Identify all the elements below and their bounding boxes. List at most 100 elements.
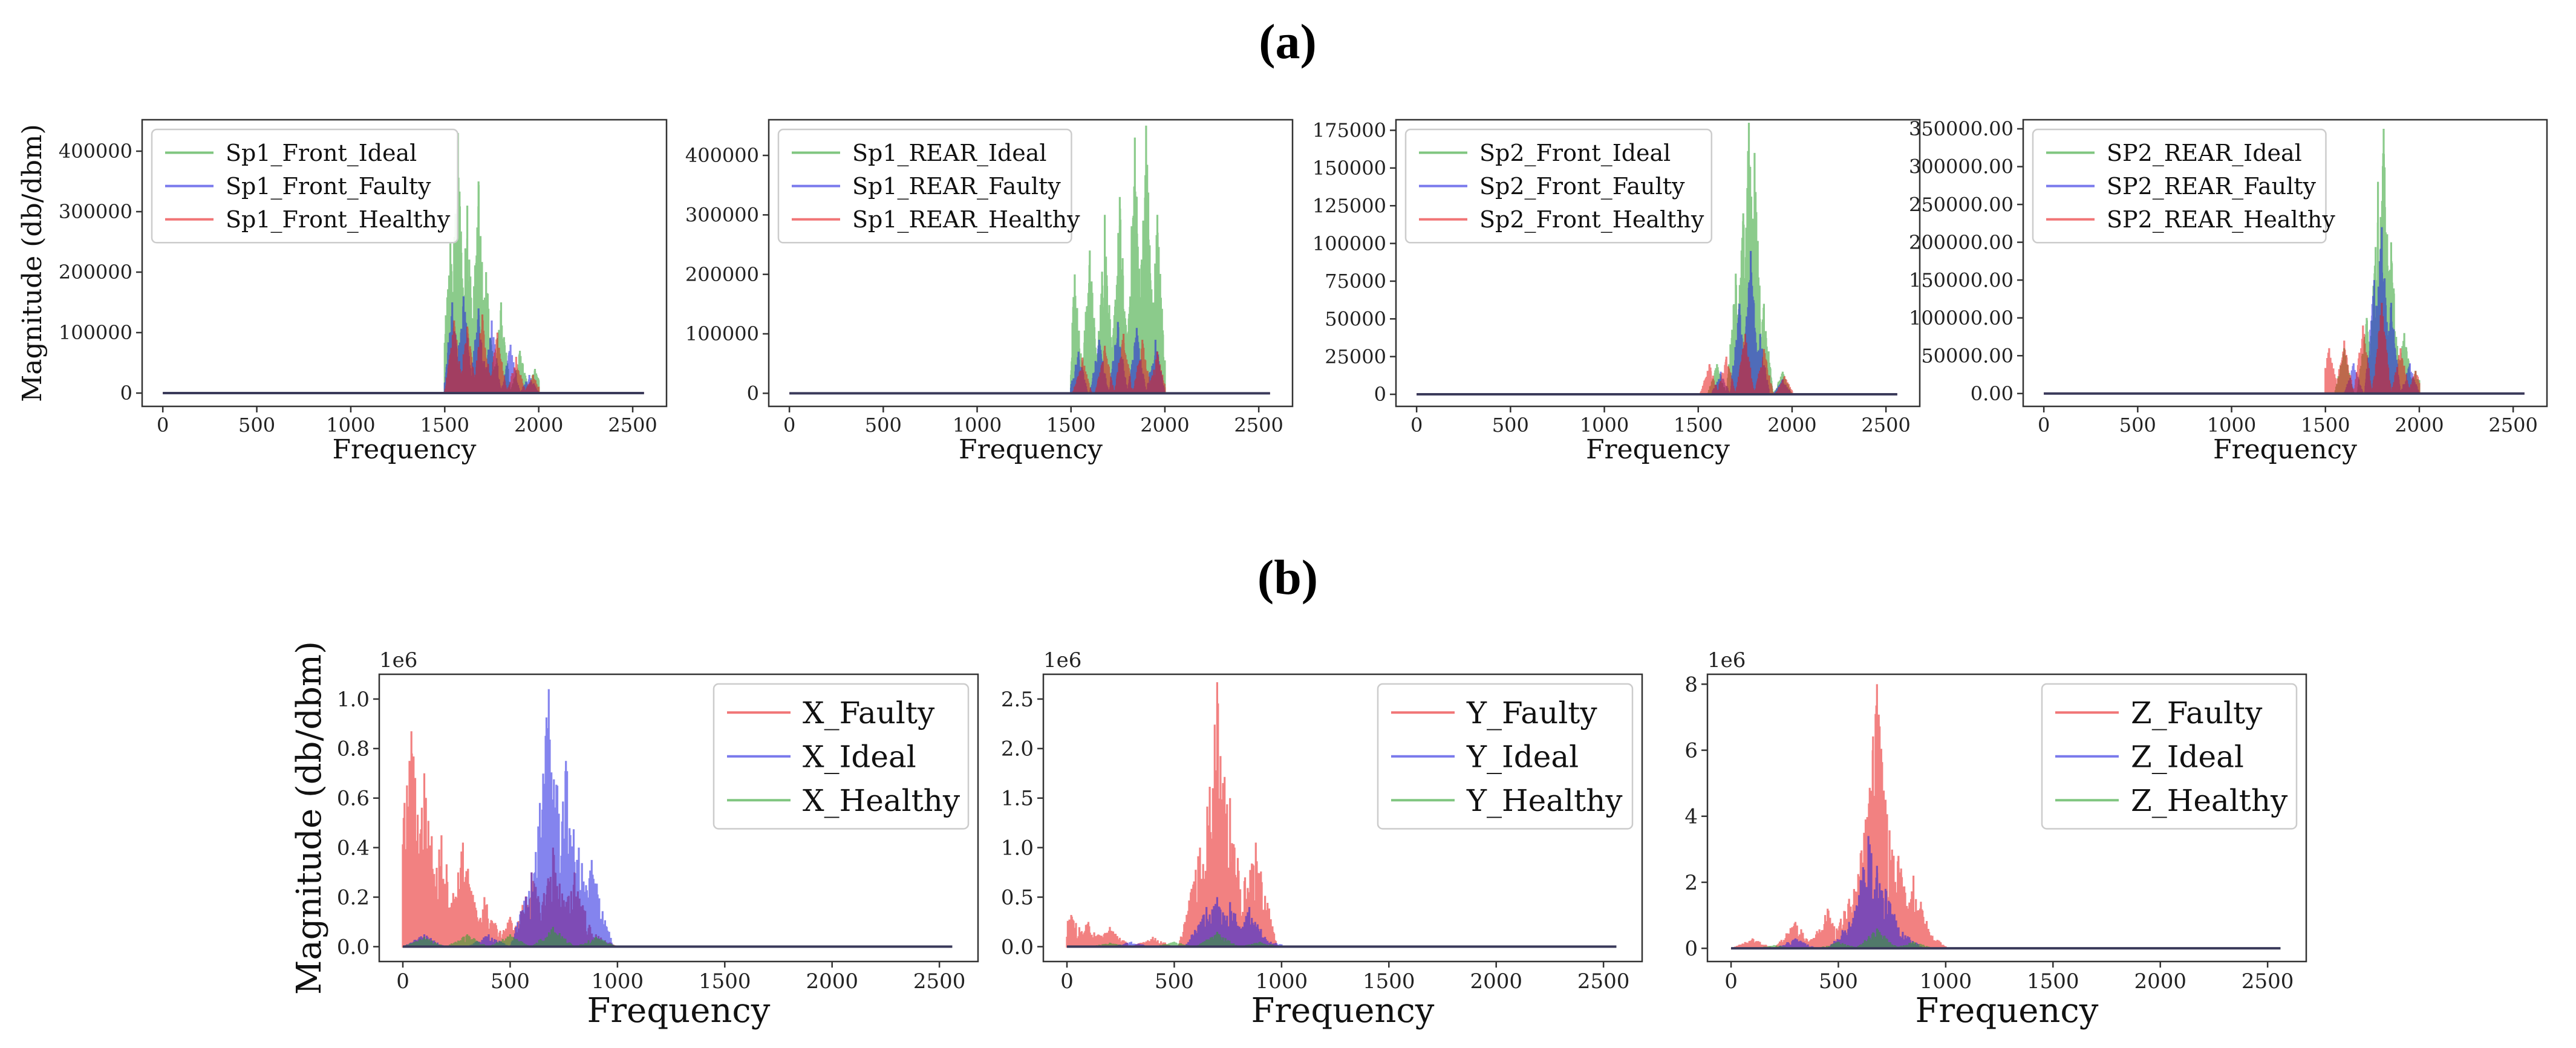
y-tick-label: 200000 bbox=[685, 263, 759, 286]
panel-label-a: (a) bbox=[1259, 14, 1317, 69]
axes-frame bbox=[1706, 673, 2307, 963]
y-tick-label: 150000 bbox=[1312, 157, 1386, 180]
legend: Sp1_Front_Ideal Sp1_Front_Faulty Sp1_Front… bbox=[151, 128, 459, 244]
series-y-ideal bbox=[1067, 897, 1617, 948]
axes-frame bbox=[1042, 673, 1643, 963]
x-tick-label: 0 bbox=[1060, 969, 1074, 994]
legend-entry: Z_Faulty bbox=[2131, 695, 2263, 731]
x-tick-label: 2000 bbox=[1140, 414, 1189, 437]
x-tick-label: 2000 bbox=[1470, 969, 1522, 994]
y-tick-label: 1.0 bbox=[1001, 836, 1034, 861]
charts-group: 0 500 1000 1500 2000 250001000002000003000004… bbox=[17, 117, 2548, 1030]
x-tick-label: 2500 bbox=[608, 414, 657, 437]
legend-entry: Sp2_Front_Ideal bbox=[1479, 140, 1671, 167]
y-tick-label: 175000 bbox=[1312, 119, 1386, 142]
y-tick-label: 1.0 bbox=[337, 688, 370, 712]
y-tick-label: 100000 bbox=[59, 321, 132, 344]
plot-area bbox=[1066, 682, 1617, 948]
chart-2: 0 500 1000 1500 2000 2500 0 100000 200000 300000 4… bbox=[685, 119, 1294, 465]
y-offset-label: 1e6 bbox=[1043, 648, 1081, 672]
y-tick-label: 250000.00 bbox=[1909, 193, 2014, 216]
legend-entry: X_Healthy bbox=[803, 783, 960, 818]
x-tick-label: 1000 bbox=[1256, 969, 1308, 994]
y-tick-label: 300000 bbox=[685, 204, 759, 227]
legend-box bbox=[2032, 128, 2327, 244]
y-tick-label: 50000 bbox=[1325, 308, 1386, 331]
y-tick-label: 100000 bbox=[685, 322, 759, 345]
y-axis-label: Magnitude (db/dbm) bbox=[290, 641, 329, 995]
series-sp2-front-healthy bbox=[1417, 334, 1897, 395]
y-tick-label: 8 bbox=[1684, 672, 1698, 697]
y-tick-label: 25000 bbox=[1325, 345, 1386, 368]
y-tick-label: 200000.00 bbox=[1909, 231, 2014, 254]
series-sp1-front-healthy bbox=[163, 314, 644, 394]
y-tick-label: 100000.00 bbox=[1909, 307, 2014, 330]
legend: Sp1_REAR_Ideal Sp1_REAR_Faulty Sp1_REAR_He… bbox=[777, 128, 1080, 244]
y-tick-label: 400000 bbox=[59, 140, 132, 163]
x-tick-label: 0 bbox=[396, 969, 409, 994]
x-tick-label: 500 bbox=[865, 414, 902, 437]
chart-4: 0 500 1000 1500 2000 2500 0.00 50000.00 100000.0… bbox=[1909, 117, 2548, 465]
plot-area bbox=[163, 133, 644, 394]
legend-entry: Y_Ideal bbox=[1466, 739, 1579, 774]
y-tick-label: 0.4 bbox=[337, 836, 370, 861]
x-tick-label: 1000 bbox=[326, 414, 375, 437]
y-tick-label: 0 bbox=[1374, 383, 1386, 406]
chart-6: 0 500 1000 1500 2000 2500 0.0 0.5 1.0 1.5 2.0 2.5 1e… bbox=[1001, 648, 1643, 1030]
y-tick-label: 2 bbox=[1684, 871, 1698, 895]
panel-label-b: (b) bbox=[1257, 550, 1318, 605]
legend-entry: Sp1_Front_Faulty bbox=[226, 173, 431, 200]
chart-1: 0 500 1000 1500 2000 2500 0 100000 200000 300000 4… bbox=[17, 119, 668, 465]
legend-entry: Sp1_REAR_Healthy bbox=[852, 206, 1080, 233]
x-tick-label: 500 bbox=[1819, 969, 1858, 994]
legend-entry: X_Ideal bbox=[803, 739, 916, 774]
legend-entry: Z_Healthy bbox=[2131, 783, 2288, 818]
x-tick-label: 1500 bbox=[1046, 414, 1095, 437]
series-x-healthy bbox=[402, 926, 953, 948]
legend-entry: SP2_REAR_Healthy bbox=[2107, 206, 2335, 233]
y-tick-label: 0.2 bbox=[337, 885, 370, 910]
legend: Y_Faulty Y_Ideal Y_Healthy bbox=[1377, 683, 1634, 830]
y-tick-label: 0.8 bbox=[337, 737, 370, 761]
y-tick-label: 0.00 bbox=[1971, 382, 2014, 405]
chart-3: 0 500 1000 1500 2000 250002500050000750001000… bbox=[1312, 119, 1921, 465]
x-tick-label: 0 bbox=[1724, 969, 1738, 994]
legend-box bbox=[712, 683, 970, 830]
legend-entry: Sp1_Front_Healthy bbox=[226, 206, 451, 233]
y-tick-label: 0.6 bbox=[337, 787, 370, 811]
legend: Z_Faulty Z_Ideal Z_Healthy bbox=[2041, 683, 2298, 830]
legend-box bbox=[1404, 128, 1713, 244]
y-tick-label: 0.5 bbox=[1001, 885, 1034, 910]
x-tick-label: 1000 bbox=[1920, 969, 1972, 994]
x-tick-label: 500 bbox=[238, 414, 275, 437]
x-tick-label: 500 bbox=[1155, 969, 1194, 994]
y-tick-label: 4 bbox=[1684, 805, 1698, 829]
x-tick-label: 2000 bbox=[514, 414, 563, 437]
plot-area bbox=[1417, 123, 1897, 396]
legend-entry: SP2_REAR_Ideal bbox=[2107, 140, 2302, 167]
legend-entry: Sp2_Front_Faulty bbox=[1479, 173, 1685, 200]
x-tick-label: 0 bbox=[157, 414, 169, 437]
y-tick-label: 300000 bbox=[59, 200, 132, 223]
x-tick-label: 2000 bbox=[806, 969, 858, 994]
x-tick-label: 2000 bbox=[2134, 969, 2186, 994]
x-tick-label: 1500 bbox=[2027, 969, 2079, 994]
x-axis-label: Frequency bbox=[1586, 434, 1730, 465]
plot-area bbox=[789, 125, 1270, 395]
axes-frame bbox=[141, 119, 668, 408]
y-tick-label: 125000 bbox=[1312, 194, 1386, 217]
x-tick-label: 1500 bbox=[420, 414, 469, 437]
legend-entry: Z_Ideal bbox=[2131, 739, 2244, 774]
x-axis-label: Frequency bbox=[1251, 991, 1435, 1030]
legend-box bbox=[777, 128, 1072, 244]
axes-frame bbox=[2022, 119, 2548, 408]
x-tick-label: 2000 bbox=[1767, 414, 1816, 437]
legend: X_Faulty X_Ideal X_Healthy bbox=[712, 683, 970, 830]
legend-entry: Sp1_REAR_Ideal bbox=[852, 140, 1047, 167]
legend-entry: X_Faulty bbox=[803, 695, 935, 731]
y-tick-label: 100000 bbox=[1312, 232, 1386, 255]
legend: Sp2_Front_Ideal Sp2_Front_Faulty Sp2_Front… bbox=[1404, 128, 1713, 244]
legend-box bbox=[151, 128, 459, 244]
y-tick-label: 1.5 bbox=[1001, 787, 1034, 811]
x-tick-label: 2500 bbox=[1234, 414, 1283, 437]
